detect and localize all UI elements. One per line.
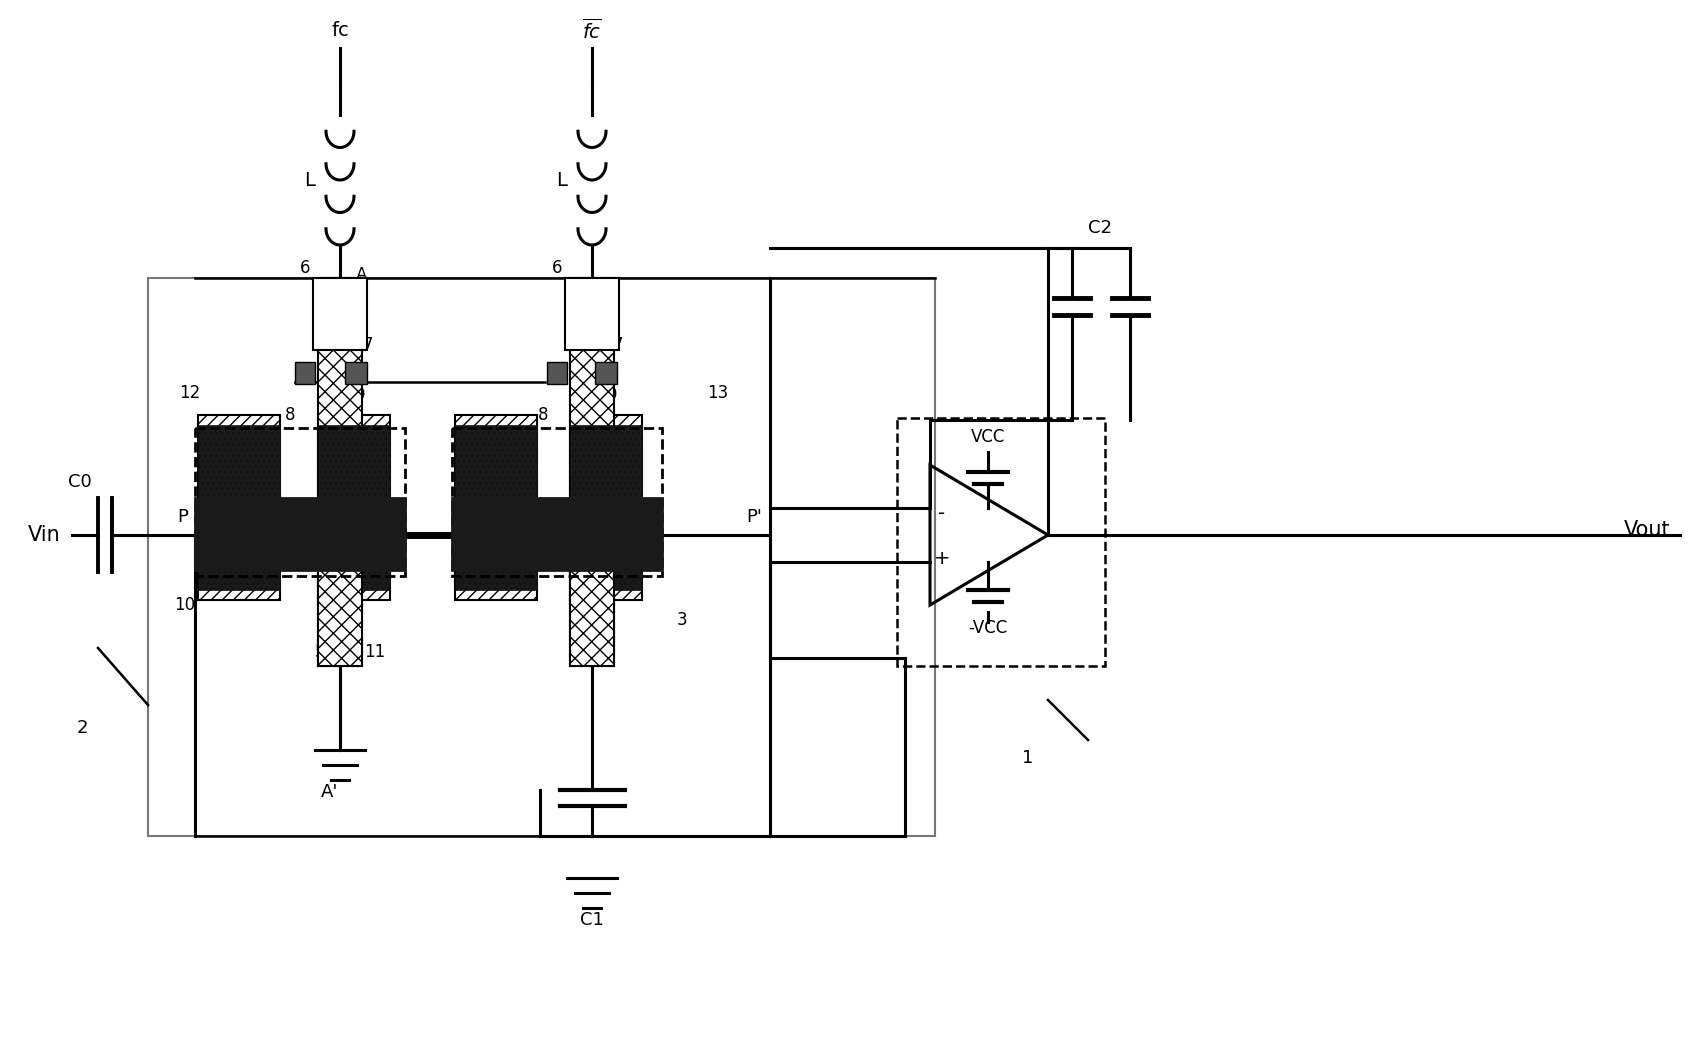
Bar [455, 415, 537, 600]
Bar [569, 415, 642, 600]
Text: 6: 6 [552, 259, 562, 277]
Text: 9: 9 [355, 386, 365, 404]
Text: $\overline{fc}$: $\overline{fc}$ [582, 18, 601, 43]
Bar [318, 415, 391, 600]
Text: 9: 9 [606, 386, 616, 404]
Bar [295, 362, 314, 384]
Text: 2: 2 [76, 719, 88, 737]
Bar [199, 425, 280, 590]
Text: 1: 1 [1022, 749, 1032, 767]
Bar [565, 279, 618, 350]
Text: 7: 7 [363, 336, 374, 354]
Text: -: - [937, 504, 946, 523]
Bar [569, 558, 613, 667]
Bar [199, 415, 280, 600]
Text: 8: 8 [285, 406, 295, 424]
Bar [897, 418, 1104, 667]
Text: 13: 13 [706, 384, 728, 402]
Bar [312, 279, 367, 350]
Text: VCC: VCC [970, 428, 1005, 446]
Text: C1: C1 [579, 911, 603, 929]
Text: L: L [557, 170, 567, 189]
Bar [318, 279, 362, 667]
Text: 11: 11 [363, 643, 385, 661]
Bar [569, 425, 642, 590]
Text: 3: 3 [676, 611, 688, 629]
Text: Vout: Vout [1622, 520, 1669, 540]
Bar [452, 497, 662, 570]
Text: C0: C0 [68, 473, 92, 491]
Bar [594, 362, 616, 384]
Bar [455, 425, 537, 590]
Bar [195, 497, 404, 570]
Text: 12: 12 [180, 384, 200, 402]
Text: 6: 6 [299, 259, 311, 277]
Text: 5: 5 [314, 643, 324, 661]
Text: 10: 10 [175, 596, 195, 614]
Bar [452, 428, 662, 576]
Text: P': P' [745, 508, 761, 526]
Text: 5: 5 [594, 643, 604, 661]
Bar [318, 558, 362, 667]
Bar [318, 425, 391, 590]
Text: 7: 7 [613, 336, 623, 354]
Text: C2: C2 [1087, 219, 1112, 237]
Text: 8: 8 [538, 406, 548, 424]
Bar [195, 428, 404, 576]
Bar [148, 279, 934, 836]
Text: -VCC: -VCC [968, 619, 1007, 637]
Text: A: A [357, 266, 367, 284]
Text: A': A' [321, 783, 338, 802]
Bar [345, 362, 367, 384]
Bar [547, 362, 567, 384]
Text: L: L [304, 170, 316, 189]
Text: P: P [178, 508, 188, 526]
Text: Vin: Vin [27, 525, 61, 545]
Text: +: + [934, 549, 949, 568]
Bar [569, 279, 613, 667]
Text: fc: fc [331, 20, 348, 39]
